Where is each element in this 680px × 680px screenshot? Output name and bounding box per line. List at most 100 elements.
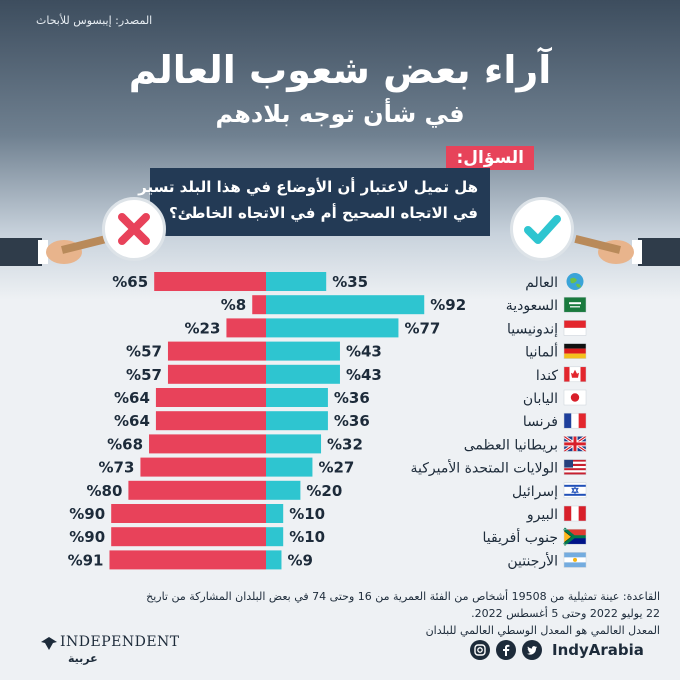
right-direction-badge bbox=[510, 197, 574, 261]
check-icon bbox=[524, 215, 561, 244]
value-label-yes: %43 bbox=[346, 366, 382, 384]
twitter-icon[interactable] bbox=[522, 640, 542, 660]
value-label-yes: %35 bbox=[332, 273, 368, 291]
right-hand-icon bbox=[574, 234, 680, 266]
bar-yes bbox=[266, 434, 322, 454]
question-line-2: في الاتجاه الصحيح أم في الاتجاه الخاطئ؟ bbox=[168, 204, 478, 222]
germany-flag-icon bbox=[563, 343, 587, 359]
argentina-flag-icon bbox=[563, 552, 587, 568]
bar-yes bbox=[266, 527, 284, 547]
category-label: إسرائيل bbox=[512, 484, 558, 500]
category-label: العالم bbox=[525, 275, 558, 291]
value-label-yes: %92 bbox=[430, 296, 466, 314]
source-note: المصدر: إيبسوس للأبحاث bbox=[36, 14, 153, 27]
value-label-no: %64 bbox=[114, 412, 150, 430]
value-label-yes: %36 bbox=[334, 389, 370, 407]
value-label-yes: %36 bbox=[334, 412, 370, 430]
value-label-yes: %43 bbox=[346, 343, 382, 361]
category-label: فرنسا bbox=[523, 414, 558, 430]
category-label: إندونيسيا bbox=[507, 321, 558, 337]
social-handle[interactable]: IndyArabia bbox=[552, 641, 644, 659]
value-label-yes: %27 bbox=[318, 459, 354, 477]
south-africa-flag-icon bbox=[563, 527, 587, 546]
bar-no bbox=[155, 411, 266, 431]
logo-arabic: عربية bbox=[68, 652, 98, 665]
usa-flag-icon bbox=[563, 459, 587, 475]
value-label-yes: %32 bbox=[327, 435, 363, 453]
wrong-direction-badge bbox=[102, 197, 166, 261]
bar-no bbox=[154, 272, 266, 291]
cross-icon bbox=[118, 213, 150, 245]
question-box: هل تميل لاعتبار أن الأوضاع في هذا البلد … bbox=[138, 168, 490, 236]
value-label-no: %57 bbox=[126, 343, 162, 361]
value-label-yes: %77 bbox=[404, 319, 440, 337]
left-hand-icon bbox=[0, 234, 108, 266]
category-label: البيرو bbox=[526, 507, 558, 523]
bar-no bbox=[128, 480, 266, 500]
value-label-no: %23 bbox=[185, 319, 221, 337]
value-label-yes: %9 bbox=[287, 551, 312, 569]
footnote-average: المعدل العالمي هو المعدل الوسطي العالمي … bbox=[425, 624, 660, 637]
bar-no bbox=[155, 388, 266, 407]
footnote-base: القاعدة: عينة تمثيلية من 19508 أشخاص من … bbox=[146, 590, 660, 603]
bar-yes bbox=[266, 504, 284, 523]
category-label: الأرجنتين bbox=[507, 551, 558, 569]
category-label: ألمانيا bbox=[525, 343, 558, 361]
bar-no bbox=[111, 504, 266, 523]
bar-yes bbox=[266, 550, 282, 570]
israel-flag-icon bbox=[563, 482, 587, 499]
footnote-period: 22 يوليو 2022 وحتى 5 أغسطس 2022. bbox=[471, 607, 660, 620]
canada-flag-icon bbox=[563, 366, 587, 383]
category-label: الولايات المتحدة الأميركية bbox=[410, 459, 558, 477]
bar-no bbox=[140, 457, 266, 477]
value-label-no: %73 bbox=[99, 459, 135, 477]
value-label-no: %68 bbox=[107, 435, 143, 453]
bar-no bbox=[167, 364, 266, 384]
value-label-yes: %10 bbox=[289, 528, 325, 546]
question-label: السؤال: bbox=[446, 146, 534, 170]
bar-yes bbox=[266, 341, 340, 361]
value-label-no: %64 bbox=[114, 389, 150, 407]
bar-yes bbox=[266, 480, 301, 500]
instagram-icon[interactable] bbox=[470, 640, 490, 660]
category-label: بريطانيا العظمى bbox=[464, 437, 558, 453]
indonesia-flag-icon bbox=[563, 320, 587, 336]
bar-yes bbox=[266, 318, 399, 338]
page-subtitle: في شأن توجه بلادهم bbox=[215, 100, 465, 128]
value-label-no: %91 bbox=[68, 551, 104, 569]
bar-yes bbox=[266, 457, 313, 477]
value-label-no: %80 bbox=[86, 482, 122, 500]
peru-flag-icon bbox=[563, 505, 587, 522]
category-label: اليابان bbox=[523, 391, 558, 407]
value-label-no: %90 bbox=[69, 528, 105, 546]
bar-yes bbox=[266, 295, 425, 315]
value-label-yes: %20 bbox=[306, 482, 342, 500]
globe-flag-icon bbox=[566, 273, 584, 290]
saudi-flag-icon bbox=[563, 296, 587, 313]
eagle-icon bbox=[41, 637, 57, 650]
bar-no bbox=[252, 295, 266, 315]
social-bar: IndyArabia bbox=[470, 640, 644, 660]
japan-flag-icon bbox=[563, 389, 587, 406]
bar-no bbox=[226, 318, 266, 338]
bar-yes bbox=[266, 388, 328, 407]
diverging-bar-chart: %35 %65 العالم %92 %8 السعودية %77 %23 إندونيسيا… bbox=[68, 272, 587, 570]
bar-no bbox=[109, 550, 266, 570]
logo-text: INDEPENDENT bbox=[60, 634, 180, 650]
bar-no bbox=[167, 341, 266, 361]
uk-flag-icon bbox=[563, 435, 587, 453]
bar-no bbox=[149, 434, 266, 454]
question-line-1: هل تميل لاعتبار أن الأوضاع في هذا البلد … bbox=[138, 178, 478, 196]
bar-yes bbox=[266, 411, 328, 431]
value-label-no: %57 bbox=[126, 366, 162, 384]
category-label: كندا bbox=[536, 368, 558, 384]
value-label-no: %90 bbox=[69, 505, 105, 523]
bar-yes bbox=[266, 272, 327, 291]
page-title: آراء بعض شعوب العالم bbox=[128, 48, 552, 92]
value-label-yes: %10 bbox=[289, 505, 325, 523]
category-label: السعودية bbox=[506, 298, 558, 314]
value-label-no: %65 bbox=[112, 273, 148, 291]
france-flag-icon bbox=[563, 412, 587, 429]
facebook-icon[interactable] bbox=[496, 640, 516, 660]
bar-no bbox=[111, 527, 266, 547]
